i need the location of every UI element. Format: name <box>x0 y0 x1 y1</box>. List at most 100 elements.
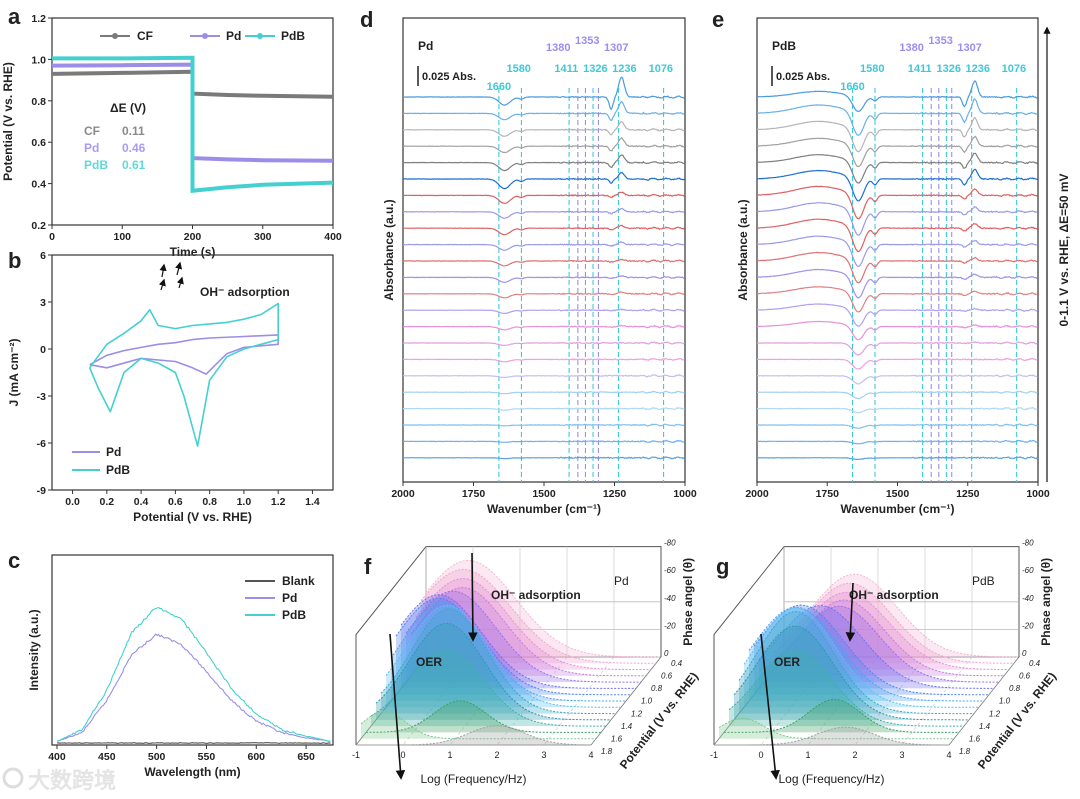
ir-trace <box>402 390 686 395</box>
spectrum-blank <box>56 742 331 744</box>
x-tick-label: 300 <box>254 231 272 243</box>
y-tick-label: 3 <box>40 297 46 309</box>
series-line-pdb <box>52 55 334 194</box>
phase-area <box>784 574 1019 657</box>
phase-area <box>729 650 964 727</box>
x-tick-label: 550 <box>198 751 216 763</box>
oh-adsorption-annotation: OH⁻ adsorption <box>849 588 939 602</box>
ir-trace <box>403 406 685 411</box>
delta-e-label: CF <box>84 124 100 138</box>
ir-trace <box>402 423 685 427</box>
x-tick-label: 0.8 <box>202 496 217 508</box>
potential-tick-label: 0.4 <box>671 659 683 668</box>
y-axis-label: Absorbance (a.u.) <box>382 199 396 300</box>
x-tick-label: 1000 <box>673 488 697 500</box>
x-axis-label: Wavenumber (cm⁻¹) <box>487 502 601 516</box>
delta-e-value: 0.46 <box>122 141 146 155</box>
phase-area <box>764 606 999 683</box>
peak-label: 1353 <box>575 35 599 47</box>
x-tick-label: 400 <box>324 231 342 243</box>
oer-annotation: OER <box>416 655 442 669</box>
legend-label: CF <box>137 29 153 43</box>
arrow-icon <box>158 278 166 291</box>
legend-label: PdB <box>282 608 306 622</box>
ir-trace <box>756 135 1039 168</box>
x-tick-label: 0 <box>758 750 763 760</box>
ir-trace <box>403 324 685 331</box>
panel-label: d <box>360 7 373 32</box>
phase-curve <box>360 710 596 740</box>
y-tick-label: 0.4 <box>31 179 46 191</box>
ir-trace <box>756 320 1038 341</box>
phase-area <box>749 607 984 701</box>
phase-curve <box>405 590 641 683</box>
y-axis-label: Phase angel (θ) <box>1039 558 1053 646</box>
ir-trace <box>756 80 1039 113</box>
y-tick-label: 0.8 <box>31 96 46 108</box>
grid-line <box>901 656 973 746</box>
phase-curve <box>773 591 1009 670</box>
grid-line <box>402 656 474 746</box>
phase-area <box>734 626 969 720</box>
phase-area <box>381 608 616 714</box>
ir-trace <box>403 439 685 444</box>
x-tick-label: 1.4 <box>305 496 320 508</box>
x-tick-label: 1500 <box>886 488 910 500</box>
legend-label: Pd <box>226 29 241 43</box>
ir-trace <box>402 456 686 460</box>
phase-area <box>744 607 979 708</box>
delta-e-label: Pd <box>84 141 99 155</box>
legend-label: PdB <box>281 29 305 43</box>
peak-label: 1380 <box>899 42 923 54</box>
x-axis-label: Log (Frequency/Hz) <box>420 772 526 786</box>
peak-label: 1580 <box>860 63 884 75</box>
phase-area <box>774 592 1009 670</box>
watermark-text: 大数跨境 <box>28 768 116 794</box>
panel-a: a 0 100 200 300 400 0.2 0.4 0.6 0.8 1.0 1.2 Time (s)… <box>1 4 342 259</box>
panel-label: c <box>8 548 20 573</box>
phase-area <box>714 727 949 745</box>
ir-trace <box>402 275 685 283</box>
phase-tick-label: -60 <box>664 566 676 575</box>
legend-marker <box>202 33 208 39</box>
potential-tick-label: 1.4 <box>979 722 991 731</box>
ir-trace <box>756 439 1038 445</box>
peak-label: 1076 <box>1002 63 1026 75</box>
phase-area <box>769 600 1004 676</box>
ir-trace <box>756 235 1038 267</box>
phase-tick-label: -40 <box>664 594 676 603</box>
peak-label: 1580 <box>506 63 530 75</box>
potential-tick-label: 1.2 <box>631 709 643 718</box>
ir-trace <box>756 218 1038 253</box>
x-axis-label: Log (Frequency/Hz) <box>778 772 884 786</box>
x-tick-label: -1 <box>710 750 718 760</box>
x-tick-label: 1 <box>805 750 810 760</box>
grid-line <box>496 656 568 746</box>
ir-trace <box>757 390 1038 400</box>
ir-trace <box>756 374 1038 385</box>
potential-tick-label: 1.8 <box>959 747 971 756</box>
potential-tick-label: 1.6 <box>969 734 981 743</box>
plot-frame <box>51 554 334 746</box>
y-axis-label: Intensity (a.u.) <box>27 609 41 690</box>
phase-curve <box>778 582 1014 664</box>
panel-label: b <box>8 248 21 273</box>
y-tick-label: 0.6 <box>31 137 46 149</box>
x-tick-label: 3 <box>541 750 546 760</box>
x-tick-label: 650 <box>297 751 315 763</box>
phase-curve <box>783 573 1020 658</box>
legend-label: Pd <box>106 445 121 459</box>
spectrum-pd <box>56 633 331 742</box>
potential-tick-label: 1.6 <box>611 734 623 743</box>
ir-trace <box>756 251 1038 284</box>
peak-label: 1411 <box>554 63 578 75</box>
peak-label: 1307 <box>604 42 628 54</box>
potential-tick-label: 1.2 <box>989 709 1001 718</box>
x-tick-label: 200 <box>184 231 202 243</box>
ir-trace <box>756 303 1038 327</box>
potential-tick-label: 1.8 <box>601 747 613 756</box>
sample-label: PdB <box>772 39 796 53</box>
phase-curve <box>738 610 974 715</box>
x-tick-label: 1250 <box>956 488 980 500</box>
delta-e-value: 0.61 <box>122 158 146 172</box>
